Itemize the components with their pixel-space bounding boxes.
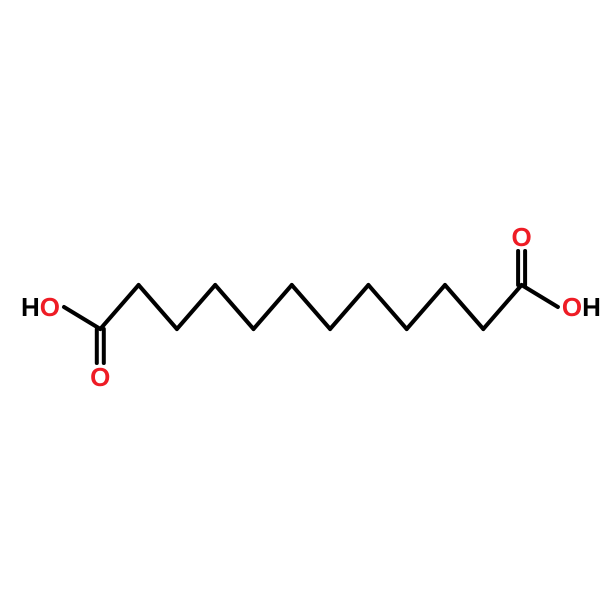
atom-label: O bbox=[90, 362, 110, 392]
bond bbox=[177, 285, 215, 329]
bond bbox=[407, 285, 445, 329]
molecule-diagram: O O HO OH bbox=[0, 0, 600, 600]
atom-label: O bbox=[511, 222, 531, 252]
bond bbox=[445, 285, 483, 329]
bond bbox=[330, 285, 368, 329]
bond bbox=[64, 307, 100, 329]
atom-label: HO bbox=[21, 292, 60, 322]
bond bbox=[100, 285, 138, 329]
bond bbox=[368, 285, 406, 329]
bond bbox=[483, 285, 521, 329]
bond bbox=[215, 285, 253, 329]
bond bbox=[139, 285, 177, 329]
atom-label: OH bbox=[562, 292, 600, 322]
bond bbox=[254, 285, 292, 329]
bond bbox=[292, 285, 330, 329]
bond bbox=[522, 285, 558, 307]
